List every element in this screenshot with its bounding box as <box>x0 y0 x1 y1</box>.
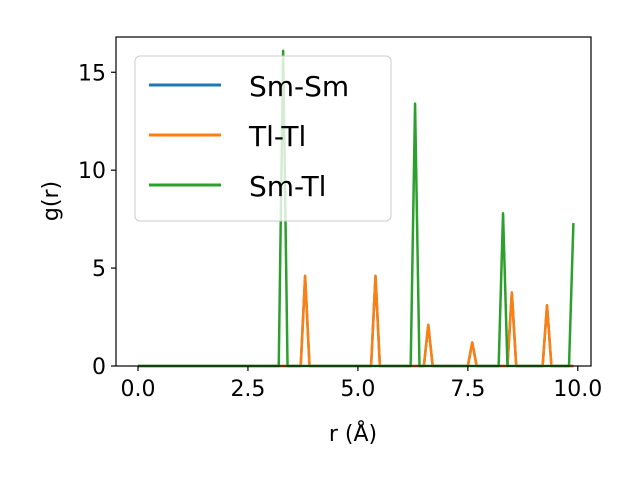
x-tick-label: 5.0 <box>340 377 375 402</box>
y-tick-label: 0 <box>92 355 106 380</box>
x-tick-label: 7.5 <box>450 377 485 402</box>
y-axis-label: g(r) <box>39 181 64 221</box>
x-tick-label: 0.0 <box>120 377 155 402</box>
y-tick-label: 5 <box>92 257 106 282</box>
x-axis-label: r (Å) <box>329 420 377 447</box>
x-tick-label: 10.0 <box>553 377 602 402</box>
legend-box <box>134 55 392 222</box>
legend-label: Sm-Sm <box>249 70 349 103</box>
y-tick-label: 15 <box>78 61 106 86</box>
y-tick-label: 10 <box>78 159 106 184</box>
ticks-layer: 0.0 2.5 5.0 7.5 10.0 0 5 10 15 <box>78 61 602 402</box>
legend-label: Tl-Tl <box>248 120 306 153</box>
legend: Sm-Sm Tl-Tl Sm-Tl <box>134 55 392 222</box>
plot-frame <box>115 36 592 367</box>
legend-label: Sm-Tl <box>249 170 326 203</box>
x-tick-label: 2.5 <box>230 377 265 402</box>
